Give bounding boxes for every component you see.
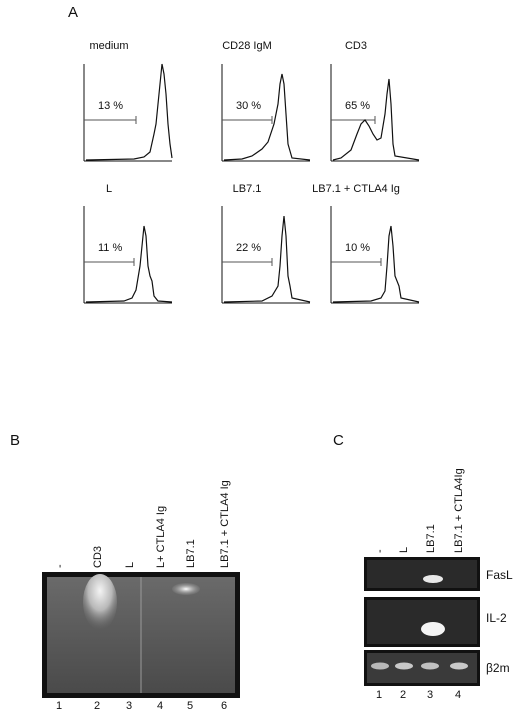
lane-label: -: [374, 549, 386, 553]
lane-label: LB7.1 + CTLA4Ig: [453, 468, 465, 553]
histogram-plot: [221, 206, 311, 306]
lane-number: 5: [186, 700, 194, 712]
gate-percentage: 65 %: [345, 100, 371, 112]
lane2-smear: [83, 574, 117, 630]
gate-percentage: 10 %: [345, 242, 371, 254]
panel-a-letter: A: [68, 4, 79, 21]
lane-label: LB7.1: [425, 524, 437, 553]
il2-gel-image: [364, 597, 480, 647]
histogram-plot: [330, 64, 420, 164]
histogram-plot: [83, 206, 173, 306]
panel-c-gel-fasl: [364, 557, 480, 591]
band-label-b2m: β2m: [486, 661, 510, 675]
histogram-title: LB7.1 + CTLA4 Ig: [312, 183, 400, 195]
lane-number: 3: [426, 689, 434, 701]
panel-b-letter: B: [10, 432, 21, 449]
lane-number: 2: [399, 689, 407, 701]
gate-percentage: 13 %: [98, 100, 124, 112]
lane-number: 2: [93, 700, 101, 712]
band-label-il2: IL-2: [486, 611, 507, 625]
lane-number: 6: [220, 700, 228, 712]
panel-b-gel-image: [42, 572, 240, 698]
b2m-gel-image: [364, 650, 480, 686]
lane-number: 4: [454, 689, 462, 701]
histogram-plot: [83, 63, 173, 164]
lane-number: 4: [156, 700, 164, 712]
histogram-title: CD3: [344, 40, 367, 52]
fasl-gel-image: [364, 557, 480, 591]
lane5-band: [172, 583, 200, 595]
gate-percentage: 30 %: [236, 100, 262, 112]
lane-number: 1: [55, 700, 63, 712]
panel-c-letter: C: [333, 432, 344, 449]
panel-c-gel-b2m: [364, 650, 480, 686]
lane-label: L: [398, 546, 410, 553]
histogram-title: medium: [89, 40, 129, 52]
panel-b-gel: [42, 572, 240, 698]
lane-label: -: [54, 564, 66, 568]
gate-percentage: 11 %: [98, 242, 123, 254]
band-label-fasl: FasL: [486, 568, 513, 582]
gate-percentage: 22 %: [236, 242, 262, 254]
panel-c-gel-il2: [364, 597, 480, 647]
histogram-title: L: [105, 183, 113, 195]
lane-number: 1: [375, 689, 383, 701]
lane-label: CD3: [92, 545, 104, 568]
lane-label: LB7.1: [185, 539, 197, 568]
lane-label: LB7.1 + CTLA4 Ig: [219, 480, 231, 568]
histogram-title: CD28 IgM: [222, 40, 272, 52]
histogram-plot: [330, 206, 420, 306]
histogram-title: LB7.1: [232, 183, 262, 195]
lane-label: L+ CTLA4 Ig: [155, 505, 167, 568]
lane-label: L: [124, 561, 136, 568]
lane-number: 3: [125, 700, 133, 712]
histogram-plot: [221, 64, 311, 164]
